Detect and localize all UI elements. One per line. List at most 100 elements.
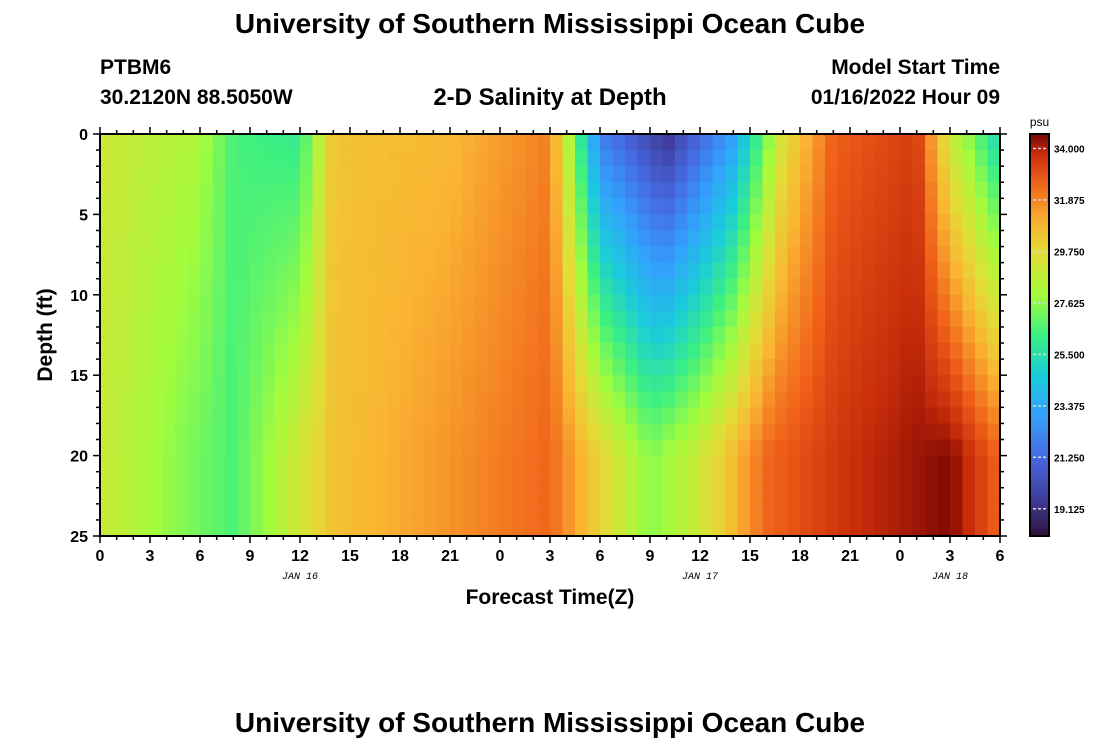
heatmap-cell: [687, 343, 701, 360]
heatmap-cell: [300, 294, 314, 312]
heatmap-cell: [162, 246, 176, 264]
heatmap-cell: [225, 439, 239, 457]
heatmap-cell: [512, 246, 526, 264]
heatmap-cell: [650, 262, 664, 280]
heatmap-cell: [425, 198, 439, 215]
heatmap-cell: [900, 343, 914, 360]
heatmap-cell: [500, 519, 514, 537]
heatmap-cell: [137, 407, 151, 425]
heatmap-cell: [100, 439, 114, 457]
heatmap-cell: [350, 310, 364, 328]
x-tick-label: 0: [496, 548, 505, 565]
heatmap-cell: [300, 391, 314, 408]
heatmap-cell: [825, 134, 839, 151]
heatmap-cell: [962, 471, 976, 489]
heatmap-cell: [762, 294, 776, 312]
heatmap-cell: [387, 359, 401, 376]
heatmap-cell: [500, 375, 514, 392]
heatmap-cell: [487, 198, 501, 215]
heatmap-cell: [225, 214, 239, 232]
heatmap-cell: [350, 134, 364, 151]
heatmap-cell: [312, 214, 326, 232]
heatmap-cell: [325, 278, 339, 296]
heatmap-cell: [825, 246, 839, 264]
heatmap-cell: [612, 214, 626, 232]
heatmap-cell: [700, 310, 714, 328]
heatmap-cell: [587, 326, 601, 344]
heatmap-cell: [775, 150, 789, 167]
heatmap-cell: [350, 471, 364, 489]
heatmap-cell: [350, 262, 364, 280]
heatmap-cell: [237, 294, 251, 312]
heatmap-cell: [512, 278, 526, 296]
heatmap-cell: [287, 455, 301, 473]
heatmap-cell: [587, 246, 601, 264]
heatmap-cell: [112, 262, 126, 280]
heatmap-cell: [887, 326, 901, 344]
heatmap-cell: [537, 166, 551, 183]
heatmap-cell: [575, 150, 589, 167]
heatmap-cell: [825, 326, 839, 344]
heatmap-cell: [300, 343, 314, 360]
heatmap-cell: [112, 471, 126, 489]
heatmap-cell: [337, 503, 351, 521]
heatmap-cell: [550, 182, 564, 199]
heatmap-cell: [637, 487, 651, 505]
heatmap-cell: [325, 391, 339, 408]
heatmap-cell: [862, 391, 876, 408]
heatmap-cell: [187, 455, 201, 473]
heatmap-cell: [225, 519, 239, 537]
heatmap-cell: [612, 519, 626, 537]
heatmap-cell: [500, 214, 514, 232]
heatmap-cell: [537, 359, 551, 376]
heatmap-cell: [225, 487, 239, 505]
heatmap-cell: [812, 230, 826, 248]
heatmap-cell: [400, 166, 414, 183]
heatmap-cell: [175, 471, 189, 489]
heatmap-cell: [650, 423, 664, 441]
heatmap-cell: [162, 503, 176, 521]
x-tick-label: 6: [596, 548, 605, 565]
heatmap-cell: [562, 294, 576, 312]
heatmap-cell: [475, 294, 489, 312]
heatmap-cell: [137, 198, 151, 215]
heatmap-cell: [262, 230, 276, 248]
heatmap-cell: [725, 375, 739, 392]
heatmap-cell: [100, 262, 114, 280]
heatmap-cell: [262, 391, 276, 408]
heatmap-cell: [275, 343, 289, 360]
heatmap-cell: [100, 278, 114, 296]
heatmap-cell: [887, 262, 901, 280]
heatmap-cell: [287, 214, 301, 232]
heatmap-cell: [575, 294, 589, 312]
heatmap-cell: [637, 391, 651, 408]
heatmap-cell: [362, 230, 376, 248]
heatmap-cell: [312, 310, 326, 328]
heatmap-cell: [800, 278, 814, 296]
heatmap-cell: [750, 294, 764, 312]
heatmap-cell: [562, 455, 576, 473]
heatmap-cell: [362, 134, 376, 151]
heatmap-cell: [525, 150, 539, 167]
heatmap-cell: [237, 134, 251, 151]
heatmap-cell: [687, 391, 701, 408]
heatmap-cell: [187, 214, 201, 232]
heatmap-cell: [575, 343, 589, 360]
heatmap-cell: [637, 182, 651, 199]
heatmap-cell: [587, 471, 601, 489]
heatmap-cell: [612, 150, 626, 167]
heatmap-cell: [625, 230, 639, 248]
heatmap-cell: [875, 294, 889, 312]
heatmap-cell: [900, 487, 914, 505]
heatmap-cell: [450, 375, 464, 392]
heatmap-cell: [925, 455, 939, 473]
heatmap-cell: [212, 246, 226, 264]
heatmap-cell: [775, 262, 789, 280]
heatmap-cell: [850, 407, 864, 425]
heatmap-cell: [262, 134, 276, 151]
heatmap-cell: [462, 375, 476, 392]
heatmap-cell: [887, 423, 901, 441]
heatmap-cell: [862, 310, 876, 328]
heatmap-cell: [412, 150, 426, 167]
heatmap-cell: [200, 423, 214, 441]
